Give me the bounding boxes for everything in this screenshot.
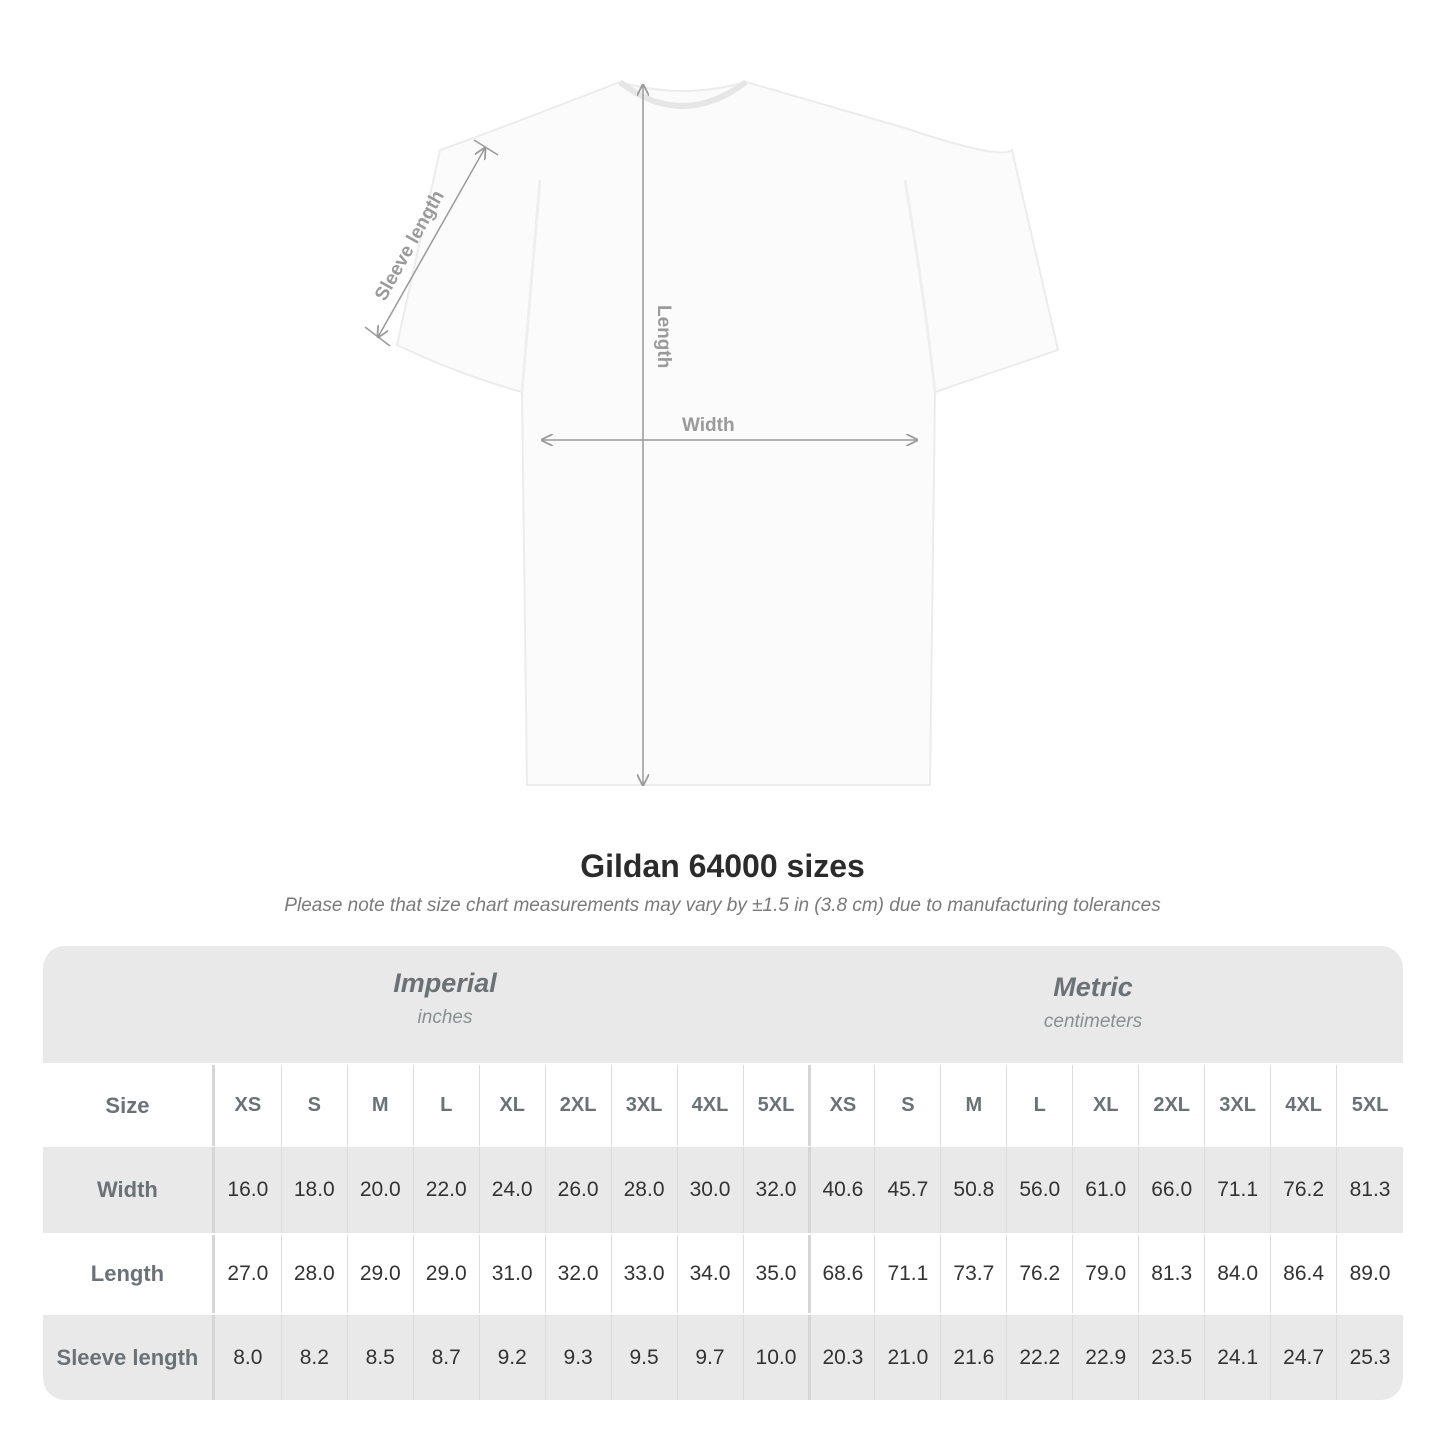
table-cell-metric: 21.6	[940, 1315, 1006, 1400]
table-cell-metric: 21.0	[874, 1315, 940, 1400]
table-cell-imperial: 29.0	[346, 1235, 413, 1313]
table-cell-metric: 22.9	[1072, 1315, 1138, 1400]
table-cell-metric: 50.8	[940, 1147, 1006, 1233]
size-header-metric: 4XL	[1270, 1065, 1336, 1146]
table-cell-imperial: 34.0	[676, 1235, 743, 1313]
table-cell-metric: 76.2	[1270, 1147, 1336, 1233]
table-cell-metric: 45.7	[874, 1147, 940, 1233]
size-header-metric: 5XL	[1336, 1065, 1403, 1146]
table-cell-imperial: 33.0	[610, 1235, 677, 1313]
table-cell-metric: 24.7	[1270, 1315, 1336, 1400]
table-row-sleeve-length: Sleeve length 8.0 8.2 8.5 8.7 9.2 9.3 9.5 9.7 10.…	[43, 1315, 1403, 1400]
row-label: Width	[43, 1147, 215, 1233]
size-header-metric: S	[874, 1065, 940, 1146]
table-cell-imperial: 29.0	[412, 1235, 479, 1313]
table-cell-metric: 73.7	[940, 1235, 1006, 1313]
table-cell-metric: 76.2	[1006, 1235, 1072, 1313]
table-cell-metric: 25.3	[1336, 1315, 1403, 1400]
table-cell-metric: 56.0	[1006, 1147, 1072, 1233]
size-chart-table: Imperial inches Metric centimeters Size X…	[43, 946, 1403, 1400]
table-cell-imperial: 8.7	[412, 1315, 479, 1400]
metric-header: Metric centimeters	[810, 972, 1376, 1033]
size-header-metric: 3XL	[1204, 1065, 1270, 1146]
page-title: Gildan 64000 sizes	[580, 848, 865, 884]
size-header-metric: M	[940, 1065, 1006, 1146]
table-cell-imperial: 9.3	[544, 1315, 611, 1400]
row-label: Size	[43, 1065, 215, 1146]
table-cell-imperial: 28.0	[610, 1147, 677, 1233]
size-header-imperial: 4XL	[676, 1065, 743, 1146]
size-header-imperial: L	[412, 1065, 479, 1146]
table-cell-metric: 23.5	[1138, 1315, 1204, 1400]
table-cell-metric: 24.1	[1204, 1315, 1270, 1400]
table-cell-metric: 61.0	[1072, 1147, 1138, 1233]
size-header-imperial: S	[280, 1065, 347, 1146]
table-cell-imperial: 31.0	[478, 1235, 545, 1313]
table-cell-metric: 81.3	[1336, 1147, 1403, 1233]
table-cell-metric: 79.0	[1072, 1235, 1138, 1313]
sleeve-arrow	[378, 148, 485, 337]
table-cell-metric: 86.4	[1270, 1235, 1336, 1313]
table-cell-imperial: 28.0	[280, 1235, 347, 1313]
size-header-metric: XL	[1072, 1065, 1138, 1146]
size-header-imperial: M	[346, 1065, 413, 1146]
imperial-unit: inches	[417, 1007, 473, 1028]
tolerance-note: Please note that size chart measurements…	[284, 895, 1161, 916]
table-cell-metric: 71.1	[874, 1235, 940, 1313]
table-cell-imperial: 9.5	[610, 1315, 677, 1400]
table-cell-imperial: 26.0	[544, 1147, 611, 1233]
size-header-imperial: XS	[234, 1094, 262, 1116]
table-cell-imperial: 18.0	[280, 1147, 347, 1233]
table-cell-metric: 71.1	[1204, 1147, 1270, 1233]
table-cell-imperial: 35.0	[742, 1235, 809, 1313]
table-cell-metric: 68.6	[808, 1235, 874, 1313]
table-cell-metric: 20.3	[808, 1315, 874, 1400]
table-cell-imperial: 8.2	[280, 1315, 347, 1400]
row-label: Length	[43, 1235, 215, 1313]
table-cell-imperial: 27.0	[227, 1262, 269, 1285]
table-cell-metric: 66.0	[1138, 1147, 1204, 1233]
table-cell-imperial: 32.0	[544, 1235, 611, 1313]
row-label: Sleeve length	[43, 1315, 215, 1400]
table-cell-imperial: 22.0	[412, 1147, 479, 1233]
table-cell-metric: 84.0	[1204, 1235, 1270, 1313]
table-cell-imperial: 30.0	[676, 1147, 743, 1233]
table-row-width: Width 16.0 18.0 20.0 22.0 24.0 26.0 28.0 30.0 32.…	[43, 1147, 1403, 1233]
size-header-imperial: 3XL	[610, 1065, 677, 1146]
size-header-imperial: XL	[478, 1065, 545, 1146]
table-cell-imperial: 24.0	[478, 1147, 545, 1233]
table-cell-imperial: 16.0	[227, 1178, 269, 1201]
metric-title: Metric	[1053, 972, 1133, 1002]
size-header-metric: 2XL	[1138, 1065, 1204, 1146]
table-cell-metric: 89.0	[1336, 1235, 1403, 1313]
metric-unit: centimeters	[1043, 1011, 1143, 1032]
size-header-metric: L	[1006, 1065, 1072, 1146]
table-cell-imperial: 9.2	[478, 1315, 545, 1400]
size-header-imperial: 2XL	[544, 1065, 611, 1146]
imperial-header: Imperial inches	[215, 968, 675, 1029]
size-header-imperial: 5XL	[742, 1065, 809, 1146]
imperial-title: Imperial	[393, 968, 497, 998]
table-cell-imperial: 9.7	[676, 1315, 743, 1400]
table-cell-imperial: 8.0	[233, 1345, 263, 1369]
table-row-length: Length 27.0 28.0 29.0 29.0 31.0 32.0 33.0 34.0 35…	[43, 1235, 1403, 1313]
size-header-metric: XS	[808, 1065, 874, 1146]
table-cell-imperial: 8.5	[346, 1315, 413, 1400]
units-header	[43, 946, 1403, 1063]
length-label: Length	[653, 305, 674, 368]
table-cell-imperial: 32.0	[742, 1147, 809, 1233]
table-cell-imperial: 20.0	[346, 1147, 413, 1233]
table-cell-metric: 40.6	[808, 1147, 874, 1233]
tshirt-diagram: Sleeve length Length Width	[364, 79, 1060, 820]
table-cell-imperial: 10.0	[742, 1315, 809, 1400]
size-header-row: Size XS S M L XL 2XL 3XL 4XL 5XL XS S M L XL 2XL 3XL 4XL 5…	[43, 1065, 1403, 1146]
table-cell-metric: 81.3	[1138, 1235, 1204, 1313]
width-label: Width	[682, 415, 735, 436]
table-cell-metric: 22.2	[1006, 1315, 1072, 1400]
